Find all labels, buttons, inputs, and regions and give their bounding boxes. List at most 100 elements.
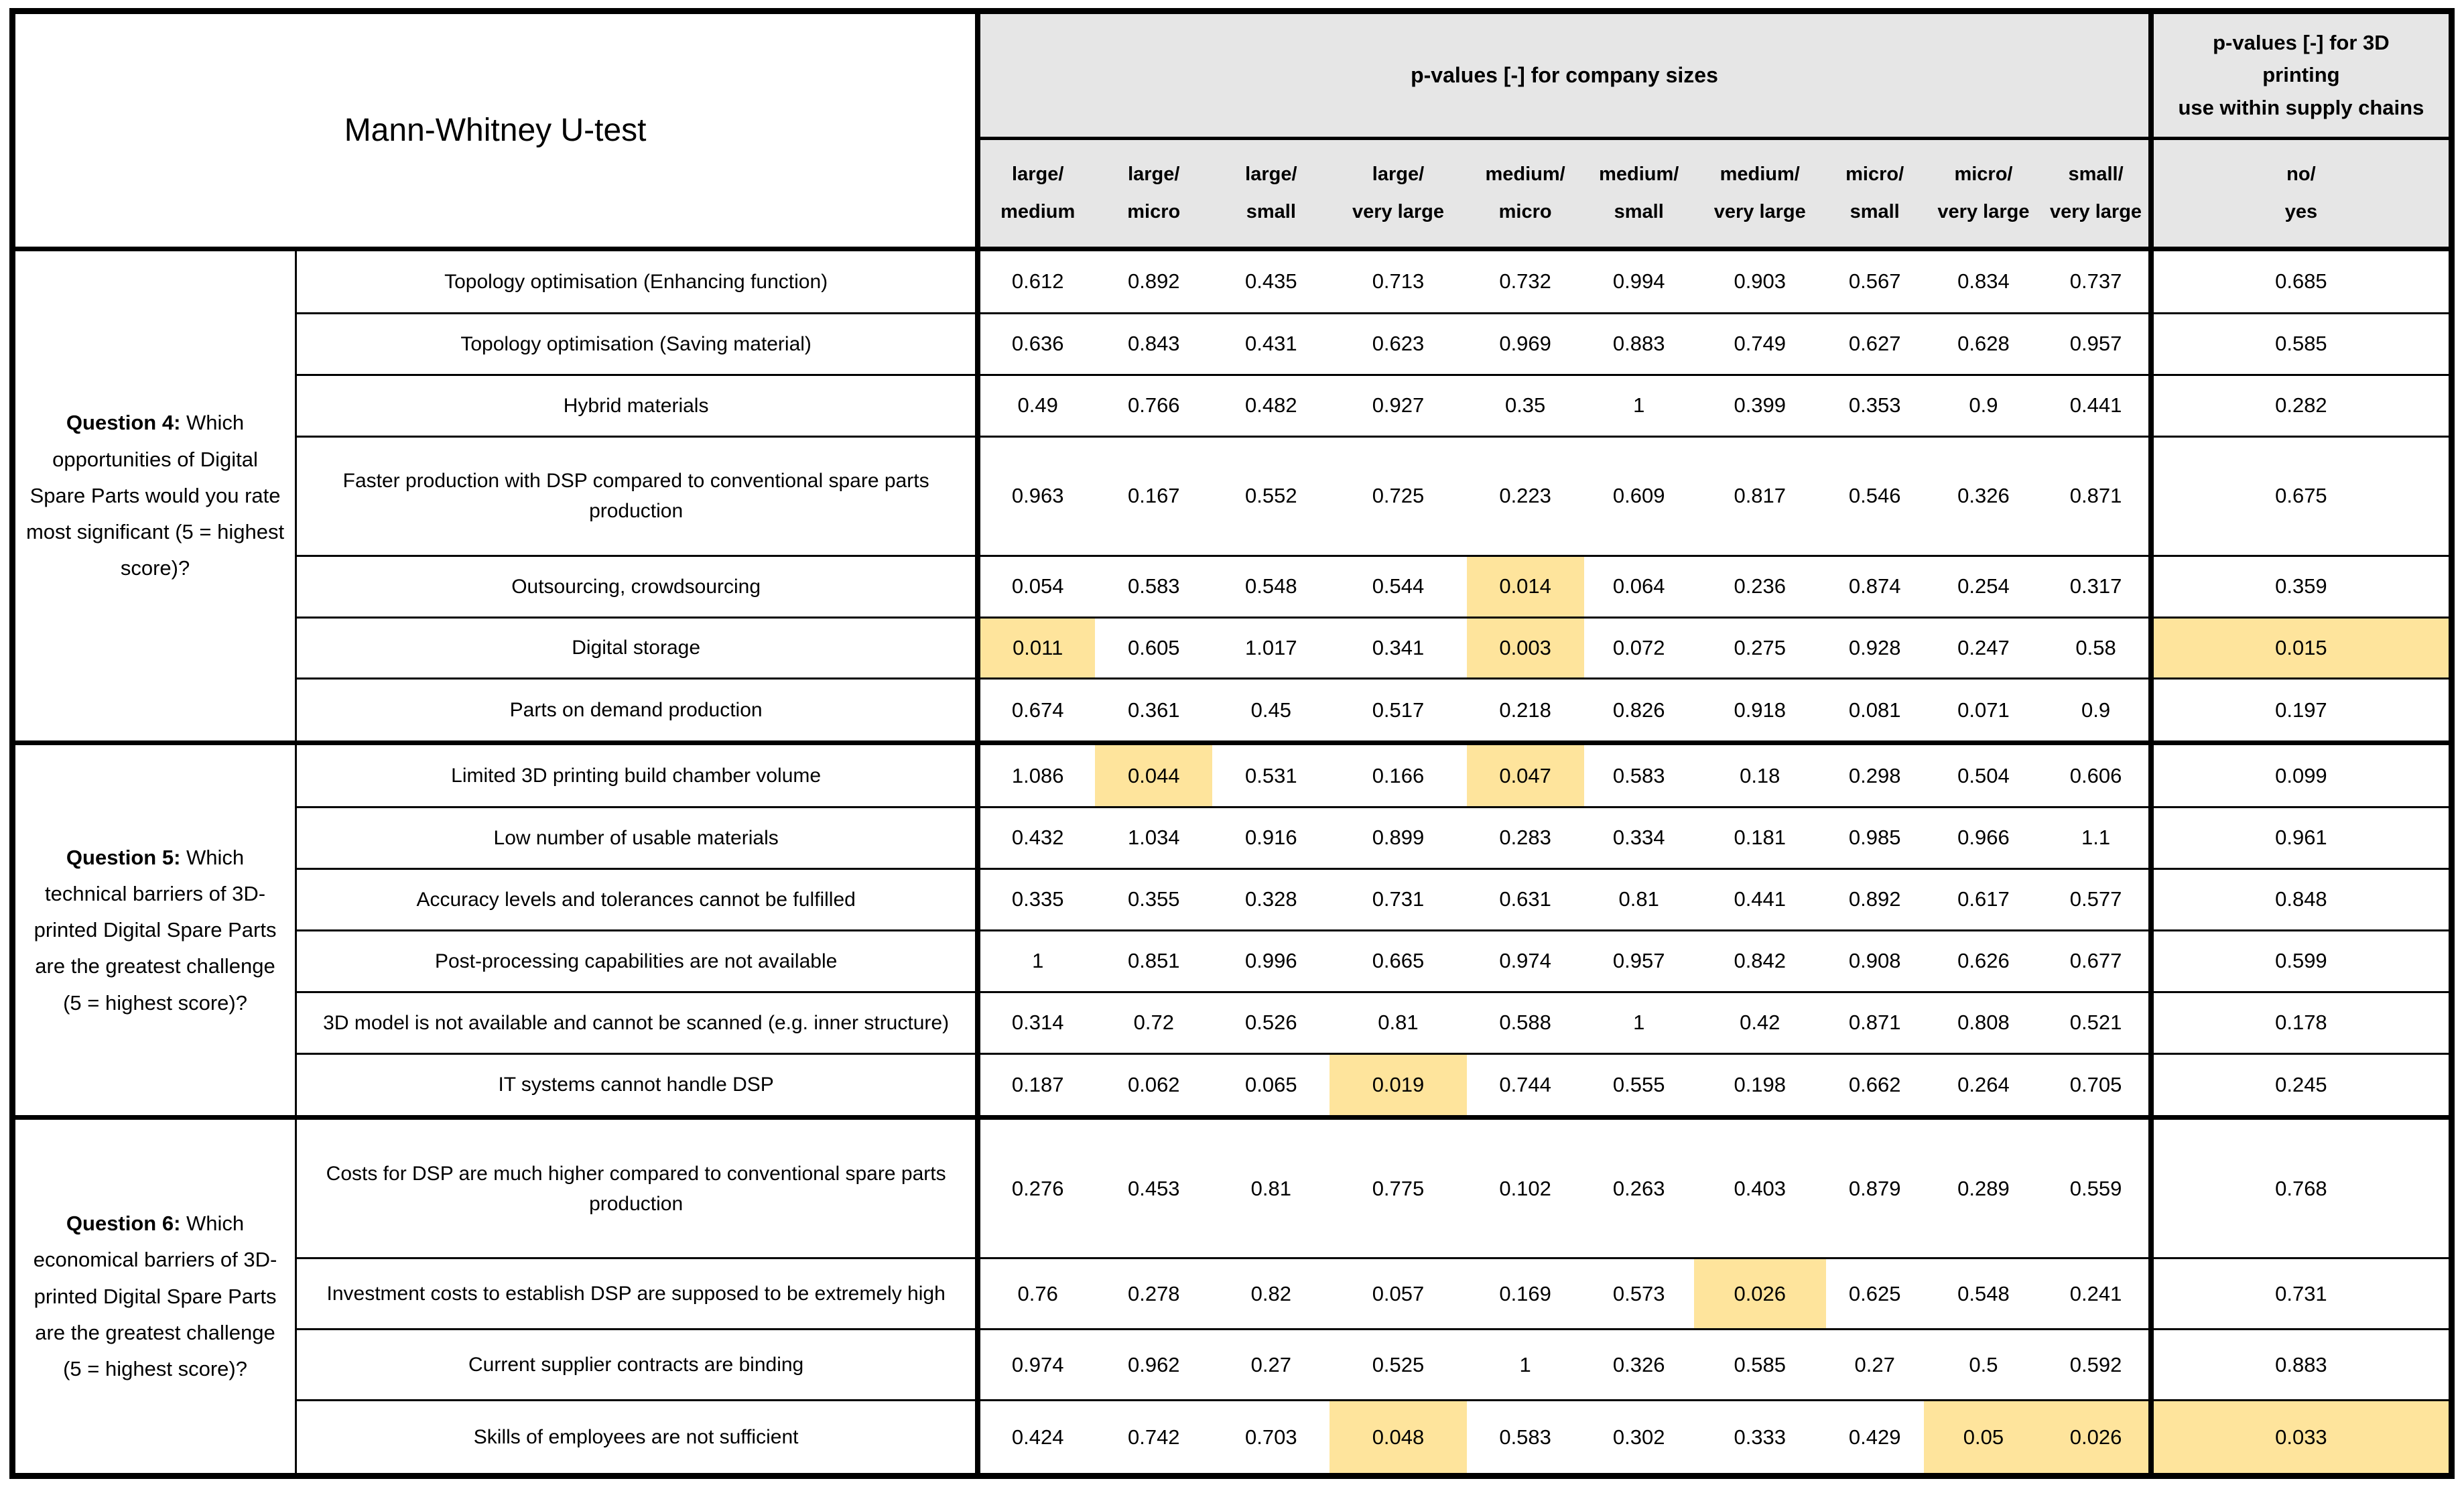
p-value-cell: 0.908	[1825, 929, 1924, 992]
question-cell: Question 4: Which opportunities of Digit…	[12, 246, 298, 743]
p-value-3dp-cell: 0.178	[2148, 990, 2452, 1054]
p-value-cell: 0.623	[1330, 312, 1467, 375]
p-value-cell: 0.974	[978, 1328, 1096, 1401]
p-value-cell: 0.431	[1212, 312, 1330, 375]
row-label: 3D model is not available and cannot be …	[296, 990, 981, 1054]
p-value-cell: 0.044	[1095, 740, 1213, 807]
p-value-3dp-cell: 0.768	[2148, 1115, 2452, 1258]
p-value-cell: 0.918	[1693, 677, 1826, 743]
row-label: Costs for DSP are much higher compared t…	[296, 1115, 981, 1258]
p-value-cell: 0.326	[1923, 435, 2044, 556]
p-value-cell: 0.548	[1212, 554, 1330, 618]
row-label: Hybrid materials	[296, 373, 981, 437]
p-value-cell: 0.9	[1923, 373, 2044, 437]
p-value-cell: 1.086	[978, 740, 1096, 807]
p-value-cell: 0.583	[1095, 554, 1213, 618]
p-value-cell: 0.432	[978, 805, 1096, 869]
p-value-3dp-cell: 0.015	[2148, 616, 2452, 679]
p-value-cell: 0.289	[1923, 1115, 2044, 1258]
p-value-cell: 0.218	[1466, 677, 1584, 743]
row-label: Investment costs to establish DSP are su…	[296, 1257, 981, 1330]
p-value-cell: 0.014	[1466, 554, 1584, 618]
p-value-cell: 0.731	[1330, 867, 1467, 931]
p-value-3dp-cell: 0.099	[2148, 740, 2452, 807]
row-label: Parts on demand production	[296, 677, 981, 743]
p-value-cell: 0.314	[978, 990, 1096, 1054]
p-value-cell: 0.916	[1212, 805, 1330, 869]
p-value-cell: 0.817	[1693, 435, 1826, 556]
p-value-cell: 0.047	[1466, 740, 1584, 807]
p-value-cell: 0.974	[1466, 929, 1584, 992]
p-value-cell: 0.236	[1693, 554, 1826, 618]
p-value-cell: 0.626	[1923, 929, 2044, 992]
table-row: Low number of usable materials 0.432 1.034…	[13, 805, 2452, 869]
p-value-cell: 0.35	[1466, 373, 1584, 437]
table-row: Skills of employees are not sufficient 0.…	[13, 1399, 2452, 1476]
p-value-cell: 0.892	[1095, 247, 1213, 314]
p-value-3dp-cell: 0.033	[2148, 1399, 2452, 1476]
p-value-cell: 0.732	[1466, 247, 1584, 314]
p-value-cell: 0.5	[1923, 1328, 2044, 1401]
p-value-3dp-cell: 0.685	[2148, 247, 2452, 314]
p-value-cell: 0.775	[1330, 1115, 1467, 1258]
p-value-cell: 0.81	[1330, 990, 1467, 1054]
p-value-cell: 0.892	[1825, 867, 1924, 931]
table-row: Question 4: Which opportunities of Digit…	[12, 246, 2452, 743]
column-header: large/very large	[1330, 138, 1467, 251]
p-value-cell: 0.744	[1466, 1052, 1584, 1118]
p-value-cell: 0.957	[2043, 312, 2151, 375]
p-value-cell: 0.625	[1825, 1257, 1924, 1330]
p-value-cell: 0.842	[1693, 929, 1826, 992]
p-value-cell: 0.662	[1825, 1052, 1924, 1118]
p-value-cell: 0.071	[1923, 677, 2044, 743]
p-value-cell: 0.441	[1693, 867, 1826, 931]
table-row: Current supplier contracts are binding 0.…	[13, 1328, 2452, 1401]
p-value-cell: 0.713	[1330, 247, 1467, 314]
column-header: micro/small	[1825, 138, 1924, 251]
p-value-3dp-cell: 0.245	[2148, 1052, 2452, 1118]
p-value-cell: 0.247	[1923, 616, 2044, 679]
p-value-cell: 1	[1583, 990, 1694, 1054]
p-value-cell: 0.552	[1212, 435, 1330, 556]
p-value-cell: 1	[1583, 373, 1694, 437]
p-value-3dp-cell: 0.282	[2148, 373, 2452, 437]
p-value-cell: 0.334	[1583, 805, 1694, 869]
table-row: Hybrid materials 0.49 0.766 0.482 0.927 0.35 1…	[13, 373, 2452, 437]
p-value-cell: 0.665	[1330, 929, 1467, 992]
p-value-cell: 0.453	[1095, 1115, 1213, 1258]
p-value-cell: 0.742	[1095, 1399, 1213, 1476]
p-value-cell: 0.429	[1825, 1399, 1924, 1476]
p-value-cell: 0.577	[2043, 867, 2151, 931]
p-value-cell: 0.263	[1583, 1115, 1694, 1258]
p-value-cell: 0.441	[2043, 373, 2151, 437]
p-value-cell: 0.606	[2043, 740, 2151, 807]
p-value-cell: 0.969	[1466, 312, 1584, 375]
table-body: Question 4: Which opportunities of Digit…	[12, 246, 2452, 1476]
p-value-cell: 0.181	[1693, 805, 1826, 869]
row-label: Post-processing capabilities are not ava…	[296, 929, 981, 992]
p-value-3dp-cell: 0.883	[2148, 1328, 2452, 1401]
p-value-cell: 0.328	[1212, 867, 1330, 931]
p-value-3dp-cell: 0.585	[2148, 312, 2452, 375]
p-value-cell: 0.573	[1583, 1257, 1694, 1330]
row-label: Accuracy levels and tolerances cannot be…	[296, 867, 981, 931]
p-value-cell: 0.834	[1923, 247, 2044, 314]
p-value-cell: 0.531	[1212, 740, 1330, 807]
printing-group-header: p-values [-] for 3D printing use within …	[2148, 11, 2452, 140]
p-value-cell: 0.826	[1583, 677, 1694, 743]
p-value-cell: 0.403	[1693, 1115, 1826, 1258]
p-value-cell: 0.82	[1212, 1257, 1330, 1330]
p-value-cell: 0.928	[1825, 616, 1924, 679]
column-header: small/very large	[2043, 138, 2151, 251]
group-header-row: Mann-Whitney U-test p-values [-] for com…	[12, 11, 2452, 251]
row-label: Faster production with DSP compared to c…	[296, 435, 981, 556]
p-value-cell: 1.034	[1095, 805, 1213, 869]
p-value-cell: 0.962	[1095, 1328, 1213, 1401]
p-value-cell: 0.517	[1330, 677, 1467, 743]
p-value-cell: 0.871	[1825, 990, 1924, 1054]
p-value-cell: 0.057	[1330, 1257, 1467, 1330]
p-value-cell: 0.335	[978, 867, 1096, 931]
p-value-cell: 0.064	[1583, 554, 1694, 618]
p-value-cell: 0.167	[1095, 435, 1213, 556]
